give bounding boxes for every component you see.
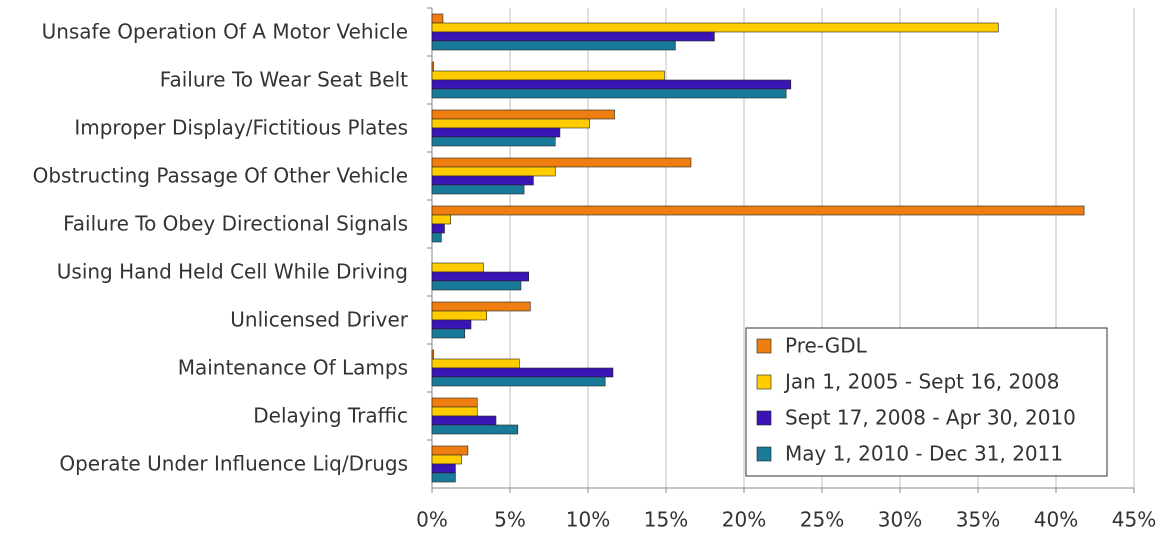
legend-swatch bbox=[756, 446, 772, 462]
bar bbox=[431, 61, 434, 72]
x-tick-label: 15% bbox=[644, 508, 688, 532]
bar bbox=[431, 127, 561, 138]
x-tick-label: 5% bbox=[494, 508, 526, 532]
bar bbox=[431, 301, 531, 312]
bar bbox=[431, 157, 692, 168]
legend-swatch bbox=[756, 410, 772, 426]
bar bbox=[431, 271, 530, 282]
bar bbox=[431, 136, 556, 147]
legend-swatch bbox=[756, 374, 772, 390]
y-tick-label: Failure To Obey Directional Signals bbox=[63, 212, 408, 236]
y-tick-label: Failure To Wear Seat Belt bbox=[160, 68, 408, 92]
bar bbox=[431, 118, 590, 129]
y-tick-label: Delaying Traffic bbox=[253, 404, 408, 428]
y-tick-label: Obstructing Passage Of Other Vehicle bbox=[33, 164, 408, 188]
bar bbox=[431, 79, 792, 90]
bar bbox=[431, 175, 534, 186]
bar bbox=[431, 415, 497, 426]
x-tick-label: 10% bbox=[566, 508, 610, 532]
bar bbox=[431, 454, 462, 465]
x-tick-label: 30% bbox=[878, 508, 922, 532]
bar bbox=[431, 328, 466, 339]
bar bbox=[431, 463, 456, 474]
y-tick-label: Unlicensed Driver bbox=[230, 308, 409, 332]
bar bbox=[431, 310, 487, 321]
bar bbox=[431, 280, 522, 291]
y-tick-label: Maintenance Of Lamps bbox=[178, 356, 408, 380]
bar bbox=[431, 319, 472, 330]
bar bbox=[431, 205, 1085, 216]
bar bbox=[431, 424, 519, 435]
bar bbox=[431, 397, 478, 408]
x-tick-label: 35% bbox=[956, 508, 1000, 532]
bar bbox=[431, 376, 606, 387]
bar bbox=[431, 31, 715, 42]
legend-label: May 1, 2010 - Dec 31, 2011 bbox=[785, 442, 1063, 466]
x-tick-label: 25% bbox=[800, 508, 844, 532]
bar bbox=[431, 184, 525, 195]
y-tick-label: Improper Display/Fictitious Plates bbox=[74, 116, 408, 140]
y-tick-label: Operate Under Influence Liq/Drugs bbox=[59, 452, 408, 476]
bar bbox=[431, 22, 999, 33]
bar bbox=[431, 349, 434, 360]
legend-box bbox=[745, 327, 1108, 477]
legend-label: Pre-GDL bbox=[785, 334, 868, 358]
y-tick-label: Using Hand Held Cell While Driving bbox=[57, 260, 408, 284]
bar bbox=[431, 13, 444, 24]
legend-label: Jan 1, 2005 - Sept 16, 2008 bbox=[783, 370, 1059, 394]
y-tick-label: Unsafe Operation Of A Motor Vehicle bbox=[42, 20, 408, 44]
x-tick-label: 45% bbox=[1112, 508, 1156, 532]
bar bbox=[431, 70, 665, 81]
bar bbox=[431, 88, 787, 99]
x-tick-label: 0% bbox=[416, 508, 448, 532]
legend: Pre-GDL Jan 1, 2005 - Sept 16, 2008 Sept 1… bbox=[745, 327, 1108, 477]
bar bbox=[431, 406, 478, 417]
legend-label: Sept 17, 2008 - Apr 30, 2010 bbox=[785, 406, 1076, 430]
bar bbox=[431, 166, 556, 177]
bar bbox=[431, 262, 484, 273]
x-tick-label: 40% bbox=[1034, 508, 1078, 532]
bar bbox=[431, 232, 442, 243]
bar bbox=[431, 367, 614, 378]
bar bbox=[431, 445, 469, 456]
bar bbox=[431, 223, 445, 234]
bar bbox=[431, 109, 615, 120]
bar bbox=[431, 214, 452, 225]
legend-swatch bbox=[756, 338, 772, 354]
bar bbox=[431, 40, 676, 51]
x-tick-label: 20% bbox=[722, 508, 766, 532]
bar bbox=[431, 472, 456, 483]
bar bbox=[431, 358, 520, 369]
